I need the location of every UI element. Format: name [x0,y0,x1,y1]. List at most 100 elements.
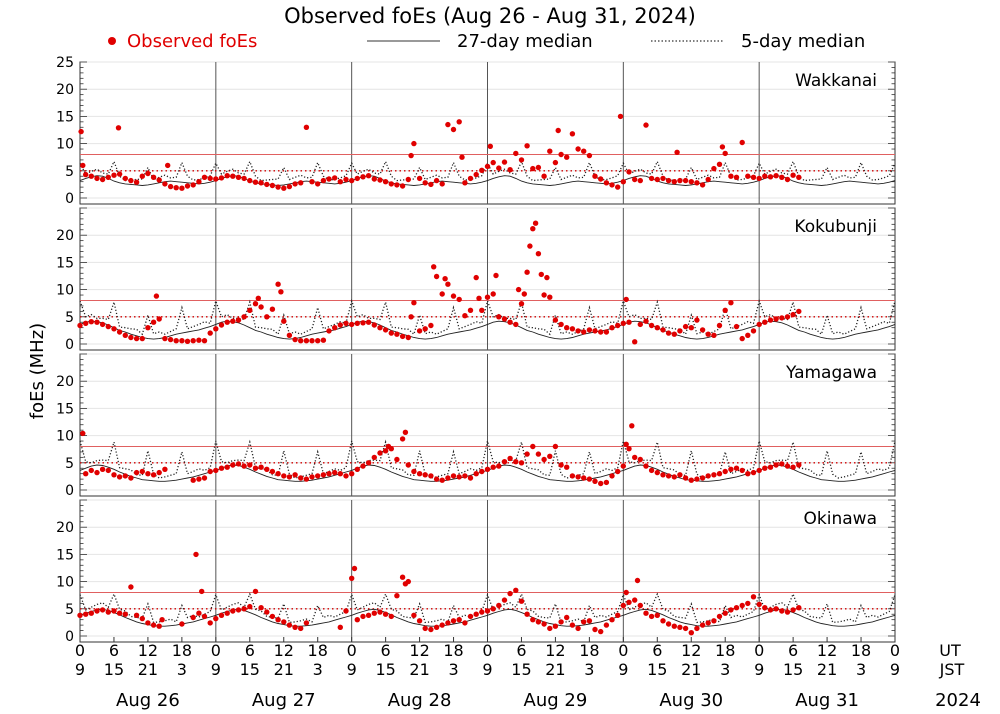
observed-point [173,185,179,191]
observed-point [521,291,527,297]
observed-point [490,464,496,470]
observed-point [337,322,343,328]
observed-point [501,159,508,165]
observed-point [773,606,779,612]
observed-point [532,220,539,226]
observed-point [716,613,723,620]
observed-point [547,453,553,459]
observed-point [224,173,230,179]
observed-point [739,335,745,342]
ut-tick-label: 0 [75,641,85,660]
observed-point [473,471,479,477]
observed-point [332,469,338,476]
y-tick-label: 15 [56,109,74,125]
observed-point [473,274,479,281]
observed-point [99,176,106,183]
observed-point [258,605,264,611]
observed-point [756,321,762,328]
observed-point [388,446,394,452]
observed-point [241,606,247,612]
observed-point [790,607,796,613]
observed-point [428,322,434,329]
observed-point [467,307,474,313]
observed-point [196,476,202,482]
observed-point [179,621,185,627]
observed-point [535,251,542,257]
observed-point [315,338,321,344]
observed-point [405,462,411,468]
observed-point [241,175,247,182]
observed-point [343,320,349,326]
observed-point [292,181,298,187]
observed-point [643,463,649,469]
observed-point [162,181,168,187]
observed-point [309,338,315,344]
observed-point [252,588,259,595]
observed-point [524,143,530,149]
observed-point [564,614,570,621]
observed-point [411,468,417,475]
observed-point [450,126,457,133]
observed-point [699,475,706,481]
observed-point [354,320,360,326]
observed-point [487,143,493,149]
observed-point [592,478,598,484]
observed-point [535,619,542,625]
observed-point [408,314,414,320]
station-label: Wakkanai [795,71,877,91]
observed-point [665,177,672,184]
observed-point [501,316,508,322]
observed-point [139,468,145,475]
observed-point [609,325,615,331]
observed-point [648,613,655,620]
observed-point [564,325,570,331]
date-label: Aug 29 [524,690,588,711]
observed-point [513,459,519,465]
observed-point [705,331,711,337]
y-tick-label: 10 [56,429,74,445]
observed-point [371,454,377,461]
observed-point [255,295,261,301]
observed-point [544,274,550,281]
observed-point [445,475,451,481]
observed-point [530,226,536,232]
observed-point [750,328,757,334]
observed-point [716,161,723,167]
observed-point [620,320,626,326]
observed-point [558,619,564,625]
observed-point [235,317,242,323]
observed-point [515,286,522,293]
y-tick-label: 5 [65,602,74,618]
legend-5day-label: 5-day median [741,31,865,52]
observed-point [784,176,791,183]
observed-point [122,175,128,182]
observed-point [315,473,321,479]
observed-point [264,314,270,320]
observed-point [615,184,621,190]
observed-point [298,625,304,632]
observed-point [230,318,236,324]
observed-point [116,329,123,335]
observed-point [167,336,174,343]
observed-point [688,325,694,331]
observed-point [699,622,706,628]
observed-point [767,174,774,180]
date-label: Aug 31 [795,690,859,711]
observed-point [558,462,564,468]
observed-point [790,311,796,318]
observed-point [694,180,700,186]
observed-point [399,183,406,189]
observed-point [592,173,598,179]
observed-point [450,473,457,479]
observed-point [648,322,655,329]
observed-point [609,182,615,188]
observed-point [739,602,745,609]
observed-point [343,608,349,614]
observed-point [677,472,683,478]
observed-point [750,469,757,476]
observed-point [688,179,694,185]
observed-point [586,152,593,159]
panel-kokubunji: 0 5 10 15 20 Kokubunji [56,207,896,353]
observed-point [349,321,355,328]
observed-point [620,602,626,609]
